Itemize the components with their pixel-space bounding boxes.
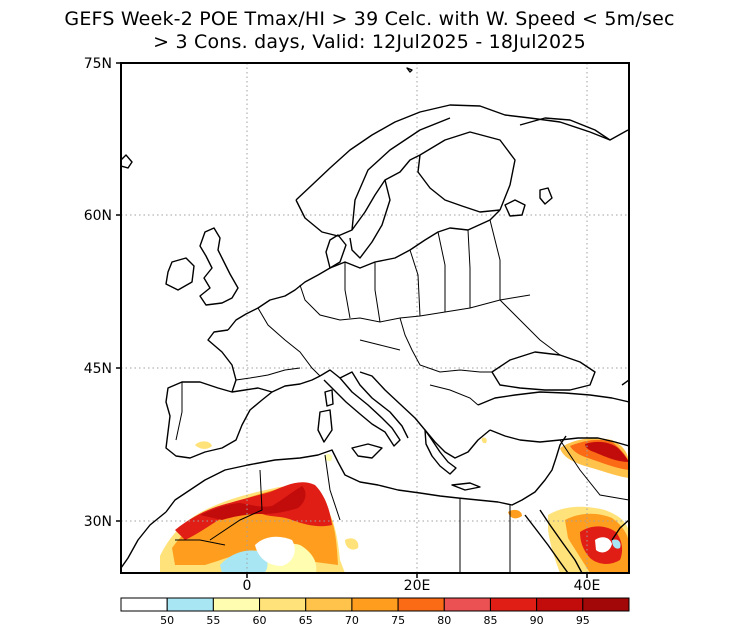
denmark-outline	[325, 234, 347, 269]
finland-border	[419, 131, 516, 211]
lat-label-75n: 75N	[84, 56, 112, 72]
lake-onega	[539, 187, 553, 205]
shade-saudi-white	[595, 537, 612, 553]
lat-label-45n: 45N	[84, 361, 112, 377]
sardinia-outline	[317, 409, 333, 443]
red-sea	[524, 509, 583, 573]
colorbar-label: 70	[345, 614, 359, 627]
lat-label-60n: 60N	[84, 208, 112, 224]
lon-label-20e: 20E	[404, 578, 431, 594]
coastlines	[121, 67, 629, 573]
shade-saudi-cyan	[612, 539, 621, 549]
black-sea-outline	[491, 351, 596, 391]
colorbar-label: 60	[253, 614, 267, 627]
country-borders	[175, 219, 629, 573]
colorbar-label: 85	[483, 614, 497, 627]
caspian-edge	[621, 379, 629, 386]
shade-morocco-yellow	[195, 441, 212, 449]
shade-algeria-white	[255, 536, 295, 566]
shade-algeria-darkred	[200, 486, 306, 520]
colorbar: 50 55 60 65 70 75 80 85 90 95	[120, 597, 630, 627]
sweden-east-coast	[349, 179, 391, 259]
north-africa-coast	[165, 449, 557, 513]
probability-shading	[160, 437, 629, 573]
kola-outline	[519, 117, 611, 141]
shade-iraq-red	[585, 441, 629, 462]
colorbar-label: 95	[576, 614, 590, 627]
map-gridlines	[121, 63, 629, 573]
baltic-coast	[329, 209, 501, 269]
colorbar-label: 75	[391, 614, 405, 627]
great-britain-outline	[199, 227, 239, 306]
turkey-outline	[477, 391, 629, 447]
greece-outline	[424, 429, 457, 475]
shade-libya-spot	[345, 538, 359, 550]
arctic-island	[406, 67, 413, 73]
north-sea-coast	[227, 267, 331, 331]
iberia-outline	[165, 381, 273, 459]
scandinavia-outline	[295, 104, 629, 237]
italy-outline	[319, 369, 401, 447]
iceland-outline	[121, 154, 133, 169]
colorbar-swatch	[166, 597, 214, 612]
shade-egypt-spot	[508, 509, 522, 519]
colorbar-swatch	[397, 597, 445, 612]
axis-ticks	[116, 62, 588, 578]
colorbar-swatch	[212, 597, 261, 612]
ireland-outline	[165, 257, 195, 291]
colorbar-swatch	[443, 597, 491, 612]
colorbar-swatch	[259, 597, 307, 612]
colorbar-swatch	[351, 597, 399, 612]
norway-sweden-border	[351, 117, 451, 231]
france-atlantic-coast	[207, 329, 237, 393]
shade-tunisia-spot	[324, 453, 333, 462]
lat-label-30n: 30N	[84, 514, 112, 530]
lon-label-0: 0	[243, 578, 252, 594]
colorbar-label: 50	[160, 614, 174, 627]
colorbar-swatch	[120, 597, 168, 612]
colorbar-swatch	[305, 597, 353, 612]
persian-gulf	[611, 519, 629, 541]
colorbar-label: 65	[299, 614, 313, 627]
lake-ladoga	[504, 199, 526, 217]
colorbar-swatch	[489, 597, 538, 612]
colorbar-label: 80	[437, 614, 451, 627]
sicily-outline	[351, 443, 383, 459]
italy-east-coast	[339, 371, 409, 439]
colorbar-label: 90	[530, 614, 544, 627]
plot-frame	[120, 62, 630, 574]
colorbar-swatch	[582, 597, 630, 612]
lon-label-40e: 40E	[574, 578, 601, 594]
shade-cyprus-spot	[481, 437, 487, 444]
shade-algeria-cyan	[220, 550, 268, 573]
colorbar-label: 55	[206, 614, 220, 627]
chart-title-line-1: GEFS Week-2 POE Tmax/HI > 39 Celc. with …	[64, 8, 675, 30]
france-med-coast	[271, 375, 321, 393]
colorbar-swatch	[536, 597, 584, 612]
west-africa-coast	[121, 511, 167, 569]
crete-outline	[451, 482, 481, 491]
chart-title-line-2: > 3 Cons. days, Valid: 12Jul2025 - 18Jul…	[153, 31, 586, 53]
levant-coast	[555, 435, 567, 459]
corsica-outline	[324, 389, 334, 407]
